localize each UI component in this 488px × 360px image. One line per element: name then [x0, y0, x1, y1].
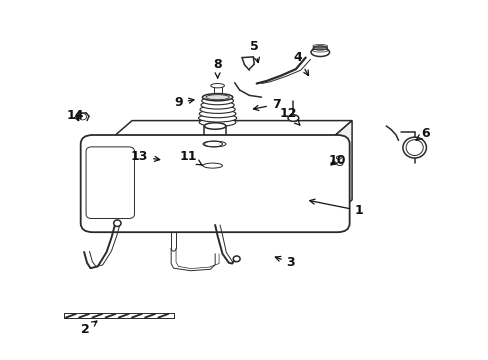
Ellipse shape: [202, 94, 232, 101]
Ellipse shape: [198, 114, 236, 122]
Text: 14: 14: [67, 109, 84, 122]
Text: 12: 12: [279, 107, 299, 125]
Ellipse shape: [200, 105, 235, 113]
Ellipse shape: [204, 123, 225, 129]
Text: 6: 6: [415, 127, 429, 140]
Ellipse shape: [313, 46, 326, 50]
Ellipse shape: [402, 137, 426, 158]
Ellipse shape: [210, 84, 224, 88]
Text: 9: 9: [174, 96, 194, 109]
Polygon shape: [105, 121, 351, 144]
Ellipse shape: [199, 118, 236, 126]
Text: 10: 10: [328, 154, 346, 167]
Text: 5: 5: [249, 40, 259, 63]
FancyBboxPatch shape: [86, 147, 134, 219]
Ellipse shape: [201, 97, 233, 105]
Text: 7: 7: [253, 98, 280, 111]
Ellipse shape: [199, 110, 236, 118]
Ellipse shape: [233, 256, 240, 262]
Ellipse shape: [201, 101, 234, 109]
Text: 3: 3: [275, 256, 295, 269]
Text: 11: 11: [179, 150, 202, 165]
FancyBboxPatch shape: [81, 135, 349, 232]
Ellipse shape: [203, 141, 222, 147]
Text: 1: 1: [309, 199, 363, 217]
Ellipse shape: [310, 48, 329, 57]
Text: 8: 8: [213, 58, 222, 78]
Ellipse shape: [205, 95, 229, 100]
Text: 2: 2: [81, 321, 97, 336]
Polygon shape: [325, 121, 351, 223]
Text: 13: 13: [130, 150, 160, 163]
Text: 4: 4: [293, 51, 308, 76]
Ellipse shape: [287, 115, 298, 121]
Ellipse shape: [113, 220, 121, 226]
